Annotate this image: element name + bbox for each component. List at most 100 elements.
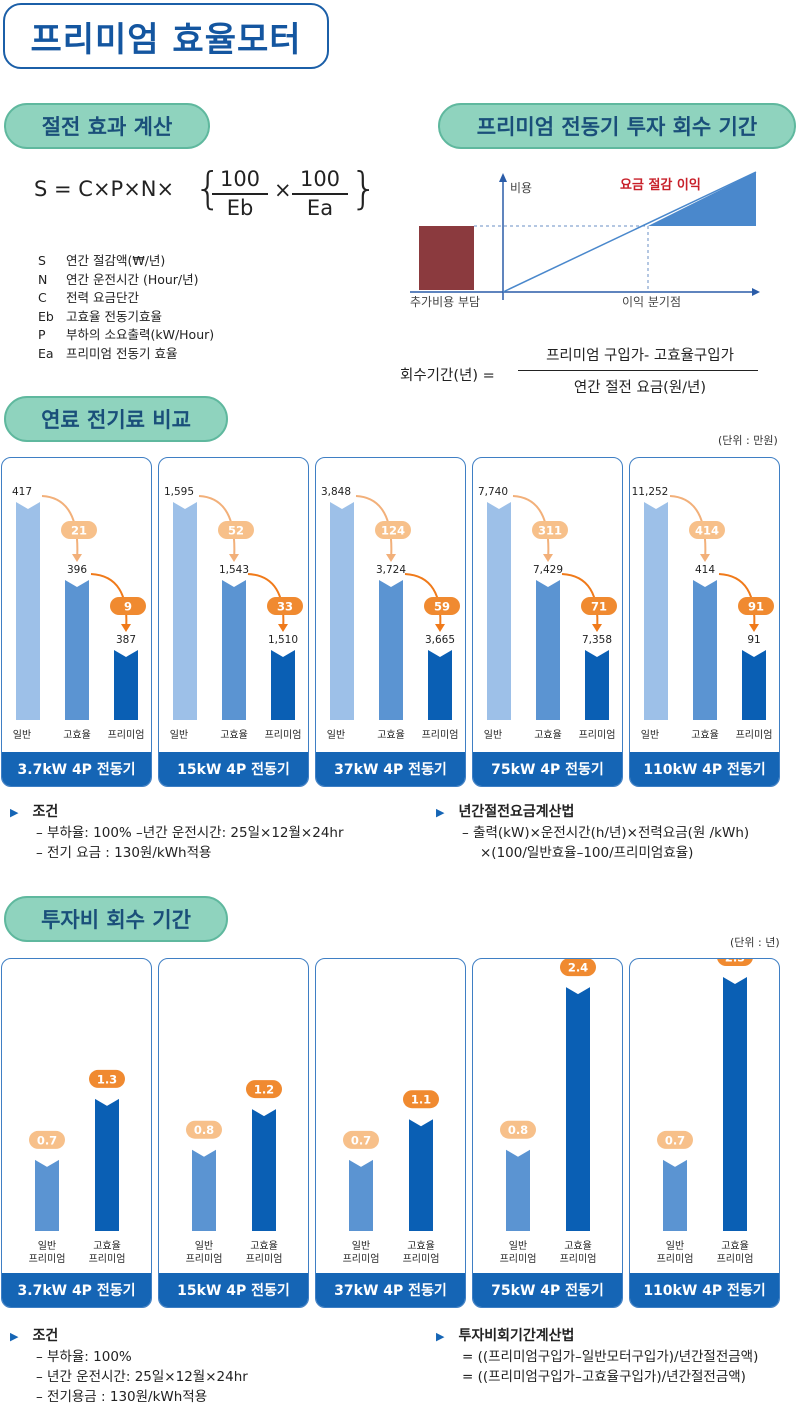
diff-badge: 59 xyxy=(424,597,460,615)
breakeven-label: 이익 분기점 xyxy=(622,295,682,309)
diff-badge-bg xyxy=(61,521,97,539)
payback-category-label: 프리미엄 xyxy=(560,1253,597,1265)
diff-arrow xyxy=(198,495,236,561)
diff-badge: 71 xyxy=(581,597,617,615)
payback-bar xyxy=(192,1149,216,1231)
fuel-category-label: 일반 xyxy=(13,729,31,741)
payback-value-badge: 1.3 xyxy=(89,1069,125,1088)
y-axis-arrow-icon xyxy=(499,173,507,182)
diff-badge: 21 xyxy=(61,521,97,539)
fuel-category-label: 일반 xyxy=(484,729,502,741)
page-title: 프리미엄 효율모터 xyxy=(3,3,329,69)
payback-value-badge-text: 1.2 xyxy=(254,1083,274,1097)
calc-method-line-1a: – 출력(kW)×운전시간(h/년)×전력요금(원 /kWh) xyxy=(462,825,750,841)
fuel-bar xyxy=(222,580,246,720)
fuel-value-label: 7,740 xyxy=(478,486,508,498)
diff-badge-bg xyxy=(110,597,146,615)
fuel-bar xyxy=(65,580,89,720)
saving-formula: S = C×P×N× { 100 Eb × 100 Ea } xyxy=(34,163,378,225)
conditions-head-1: 조건 xyxy=(32,804,59,820)
fuel-value-label: 7,358 xyxy=(582,634,612,646)
fuel-bar xyxy=(428,650,452,720)
fuel-bar xyxy=(585,650,609,720)
payback-value-badge-text: 1.1 xyxy=(411,1093,431,1107)
diff-arrow-head-icon xyxy=(749,624,759,632)
fuel-bar xyxy=(644,502,668,720)
diff-arrow xyxy=(404,573,442,631)
legend-row: S 연간 절감액(₩/년) xyxy=(38,252,214,271)
payback-category-label: 프리미엄 xyxy=(343,1253,380,1265)
legend-symbol: N xyxy=(38,271,48,287)
conditions-head-2: 조건 xyxy=(32,1328,59,1344)
formula-num2: 100 xyxy=(292,167,348,195)
diff-arrow xyxy=(669,495,707,561)
payback-card: 0.8 일반 프리미엄 1.2 고효율 프리미엄 15kW 4P 전동기 xyxy=(158,958,309,1308)
conditions-notes-2: ▶ 조건 – 부하율: 100% – 년간 운전시간: 25일×12월×24hr … xyxy=(10,1326,400,1406)
fuel-value-label: 3,724 xyxy=(376,564,406,576)
legend-symbol: S xyxy=(38,253,46,268)
diff-badge-text: 311 xyxy=(538,524,562,538)
fuel-value-label: 1,543 xyxy=(219,564,249,576)
payback-bar xyxy=(95,1098,119,1231)
fuel-value-label: 3,848 xyxy=(321,486,351,498)
cost-line xyxy=(502,171,757,293)
diff-badge-text: 59 xyxy=(434,600,450,614)
payback-bar xyxy=(35,1159,59,1231)
fuel-card: 7,740 일반 7,429 고효율 7,358 프리미엄 311 71 75kW 4P 전동기 xyxy=(472,457,623,787)
diff-arrow xyxy=(512,495,550,561)
section-saving-calc: 절전 효과 계산 xyxy=(4,103,210,149)
payback-bar xyxy=(506,1149,530,1231)
diff-arrow-head-icon xyxy=(278,624,288,632)
bullet-triangle-icon: ▶ xyxy=(10,1330,19,1343)
diff-arrow-head-icon xyxy=(386,554,396,562)
formula-lhs: S = C×P×N× xyxy=(34,177,175,201)
fuel-bar xyxy=(114,650,138,720)
section-fuel-compare: 연료 전기료 비교 xyxy=(4,396,228,442)
payback-category-label: 고효율 xyxy=(250,1240,278,1252)
fuel-card-label: 110kW 4P 전동기 xyxy=(630,752,779,786)
fuel-card-svg: 417 일반 396 고효율 387 프리미엄 21 9 xyxy=(12,486,146,741)
payback-card: 0.7 일반 프리미엄 1.1 고효율 프리미엄 37kW 4P 전동기 xyxy=(315,958,466,1308)
legend-desc: 연간 운전시간 (Hour/년) xyxy=(66,271,199,287)
profit-area xyxy=(648,172,756,226)
fuel-category-label: 프리미엄 xyxy=(579,729,616,741)
fuel-category-label: 프리미엄 xyxy=(736,729,773,741)
payback-value-badge-text: 2.5 xyxy=(725,959,745,965)
payback-category-label: 고효율 xyxy=(407,1240,435,1252)
payback-value-badge-text: 0.8 xyxy=(508,1123,528,1137)
formula-fraction-eb: 100 Eb xyxy=(212,167,268,220)
fuel-card-label: 75kW 4P 전동기 xyxy=(473,752,622,786)
payback-category-label: 프리미엄 xyxy=(403,1253,440,1265)
payback-value-badge: 0.7 xyxy=(29,1130,65,1149)
recover-denominator: 연간 절전 요금(원/년) xyxy=(573,380,707,396)
diff-badge-bg xyxy=(581,597,617,615)
diff-arrow xyxy=(355,495,393,561)
legend-desc: 연간 절감액(₩/년) xyxy=(66,253,166,268)
legend-row: P 부하의 소요출력(kW/Hour) xyxy=(38,326,214,345)
fuel-bar xyxy=(16,502,40,720)
payback-bar xyxy=(663,1159,687,1231)
diff-arrow-head-icon xyxy=(435,624,445,632)
bullet-triangle-icon: ▶ xyxy=(436,806,445,819)
diff-badge-bg xyxy=(267,597,303,615)
calc-method-line-2a: = ((프리미엄구입가–일반모터구입가)/년간절전금액) xyxy=(462,1349,759,1365)
diff-badge-text: 71 xyxy=(591,600,607,614)
fuel-value-label: 11,252 xyxy=(632,486,669,498)
diff-arrow xyxy=(561,573,599,631)
payback-value-badge-text: 0.7 xyxy=(665,1133,685,1147)
payback-card-label: 37kW 4P 전동기 xyxy=(316,1273,465,1307)
fuel-card: 3,848 일반 3,724 고효율 3,665 프리미엄 124 59 37kW 4P 전동기 xyxy=(315,457,466,787)
payback-value-badge-text: 0.7 xyxy=(37,1133,57,1147)
payback-value-badge: 0.7 xyxy=(343,1130,379,1149)
conditions-notes-1: ▶ 조건 – 부하율: 100% –년간 운전시간: 25일×12월×24hr –… xyxy=(10,802,400,863)
legend-desc: 프리미엄 전동기 효율 xyxy=(66,345,178,361)
payback-bar xyxy=(723,977,747,1231)
diff-badge-text: 33 xyxy=(277,600,293,614)
diff-badge-bg xyxy=(375,521,411,539)
fuel-category-label: 고효율 xyxy=(691,729,719,741)
payback-category-label: 일반 xyxy=(38,1240,56,1252)
legend-row: N 연간 운전시간 (Hour/년) xyxy=(38,271,214,290)
payback-bar xyxy=(566,987,590,1231)
